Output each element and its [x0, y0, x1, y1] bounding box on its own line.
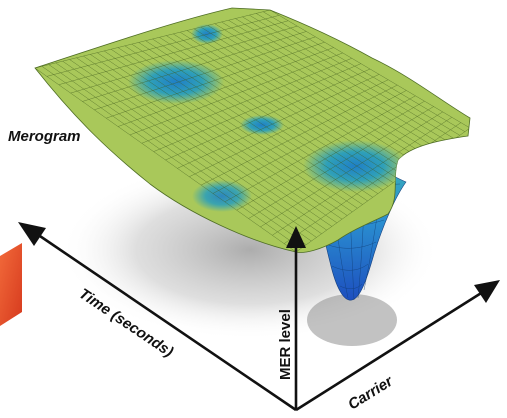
mesh-line [260, 111, 443, 228]
mesh-line [165, 68, 371, 161]
mer-level-axis-label: MER level [277, 309, 294, 380]
mesh-line [200, 84, 398, 186]
time-axis-line [33, 230, 297, 412]
corner-accent [0, 243, 22, 326]
axes [18, 222, 500, 412]
dip-large [128, 60, 224, 104]
mesh-line [212, 90, 407, 194]
mesh-line [46, 15, 280, 77]
dip-lower-left [192, 180, 252, 212]
carrier-axis-label: Carrier [345, 372, 397, 413]
mesh-line [248, 106, 434, 219]
mesh-line [177, 74, 380, 169]
mesh-line [189, 79, 389, 177]
dip-center [240, 115, 284, 135]
time-axis-arrowhead [18, 222, 46, 246]
mesh-line [141, 58, 352, 144]
funnel-shadow [307, 294, 397, 346]
merogram-title: Merogram [8, 128, 81, 145]
level-axis-arrowhead [286, 226, 306, 248]
mesh-line [35, 9, 271, 69]
mesh-line [70, 25, 298, 94]
mesh-line [94, 36, 316, 111]
dip-top [191, 24, 223, 44]
carrier-axis-line [295, 288, 487, 412]
dip-funnel-rim [303, 140, 407, 192]
mesh-line [117, 47, 334, 127]
mesh-line [82, 31, 307, 102]
mesh-line [129, 52, 343, 136]
mesh-line [236, 100, 425, 211]
carrier-axis-arrowhead [474, 280, 500, 303]
mesh-line [58, 20, 289, 85]
surface-mesh [35, 9, 470, 253]
mesh-line [106, 41, 325, 119]
mesh-line [153, 63, 361, 152]
mesh-line [272, 117, 452, 236]
mesh-line [224, 95, 416, 203]
mesh-line [284, 122, 462, 244]
